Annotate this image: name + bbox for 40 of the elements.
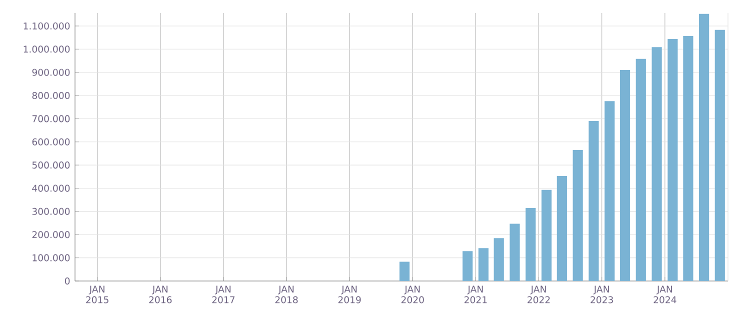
bar bbox=[542, 190, 552, 281]
y-tick-label: 400.000 bbox=[32, 184, 70, 192]
x-tick-label: JAN 2022 bbox=[528, 286, 550, 304]
bar bbox=[683, 36, 694, 281]
bar bbox=[652, 47, 662, 281]
y-tick-label: 1.000.000 bbox=[24, 46, 70, 53]
x-tick-label: JAN 2015 bbox=[86, 286, 108, 304]
x-tick-label: JAN 2016 bbox=[149, 286, 172, 304]
bar bbox=[714, 30, 725, 281]
x-tick-label: JAN 2017 bbox=[212, 286, 235, 304]
y-tick-label: 200.000 bbox=[32, 231, 70, 238]
x-tick-label: JAN 2019 bbox=[338, 286, 361, 304]
x-tick-label: JAN 2023 bbox=[590, 286, 613, 304]
x-tick-label: JAN 2024 bbox=[654, 286, 676, 304]
x-tick-label: JAN 2020 bbox=[401, 286, 424, 304]
bar bbox=[556, 176, 567, 281]
bar bbox=[588, 121, 599, 281]
y-tick-label: 800.000 bbox=[32, 92, 70, 100]
y-tick-label: 100.000 bbox=[32, 254, 70, 262]
bar bbox=[478, 248, 489, 281]
bar bbox=[698, 14, 710, 281]
bar bbox=[510, 224, 520, 281]
x-tick-label: JAN 2021 bbox=[464, 286, 487, 304]
bar bbox=[399, 262, 410, 281]
y-tick-label: 0 bbox=[64, 277, 70, 285]
y-tick-label: 1.100.000 bbox=[24, 22, 70, 30]
bar bbox=[462, 251, 473, 281]
bar bbox=[668, 38, 678, 281]
y-tick-label: 900.000 bbox=[32, 68, 70, 76]
bar bbox=[526, 208, 536, 281]
y-tick-label: 500.000 bbox=[32, 162, 70, 169]
bar bbox=[494, 238, 504, 281]
y-tick-label: 700.000 bbox=[32, 115, 70, 122]
x-tick-label: JAN 2018 bbox=[275, 286, 298, 304]
bar bbox=[620, 70, 630, 281]
bar bbox=[636, 58, 646, 281]
bar bbox=[604, 101, 615, 281]
y-tick-label: 300.000 bbox=[32, 208, 70, 215]
bar bbox=[572, 150, 583, 281]
y-tick-label: 600.000 bbox=[32, 138, 70, 146]
